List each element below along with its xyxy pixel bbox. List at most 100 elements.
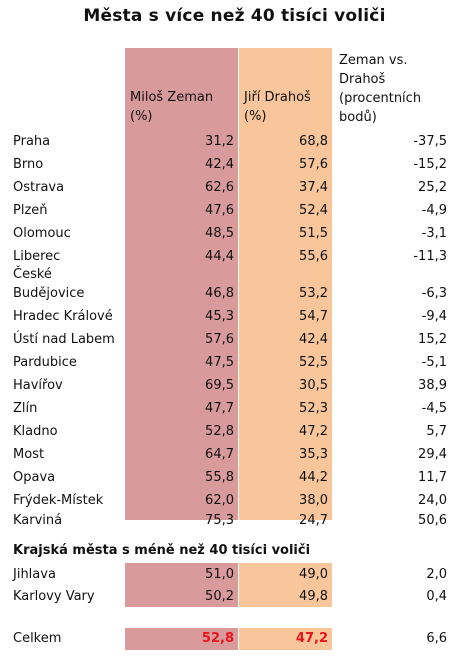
zeman-header-line: Miloš Zeman (130, 90, 214, 105)
drahos-value: 38,0 (299, 493, 328, 508)
city-name: Ústí nad Labem (13, 332, 115, 347)
city-name: Zlín (13, 401, 38, 416)
diff-value: -4,5 (421, 401, 447, 416)
city-name: Opava (13, 470, 56, 485)
city-name: Hradec Králové (13, 309, 113, 324)
table-row: Karlovy Vary 50,2 49,8 0,4 (0, 586, 469, 609)
zeman-section2-background (125, 563, 238, 607)
zeman-value: 46,8 (205, 286, 234, 301)
table-row: Zlín 47,7 52,3 -4,5 (0, 398, 469, 421)
city-name: Plzeň (13, 203, 48, 218)
diff-value: -9,4 (421, 309, 447, 324)
zeman-value: 31,2 (205, 134, 234, 149)
table-row: Budějovice 46,8 53,2 -6,3 (0, 283, 469, 306)
diff-value: -4,9 (421, 203, 447, 218)
total-row: Celkem 52,8 47,2 6,6 (0, 628, 469, 651)
zeman-value: 47,5 (205, 355, 234, 370)
drahos-total-background (239, 628, 332, 650)
drahos-header-unit: (%) (244, 109, 267, 124)
zeman-value: 69,5 (205, 378, 234, 393)
drahos-section2-background (239, 563, 332, 607)
drahos-value: 54,7 (299, 309, 328, 324)
city-name: Budějovice (13, 286, 85, 301)
diff-value: 38,9 (418, 378, 447, 393)
drahos-value: 49,8 (299, 589, 328, 604)
table-row: Praha 31,2 68,8 -37,5 (0, 131, 469, 154)
section-title: Krajská města s méně než 40 tisíci volič… (13, 543, 311, 558)
zeman-value: 48,5 (205, 226, 234, 241)
zeman-value: 52,8 (205, 424, 234, 439)
table-row: Hradec Králové 45,3 54,7 -9,4 (0, 306, 469, 329)
zeman-column-background (125, 48, 238, 520)
drahos-value: 37,4 (299, 180, 328, 195)
city-name: Brno (13, 157, 44, 172)
drahos-value: 42,4 (299, 332, 328, 347)
drahos-header-line: Jiří Drahoš (244, 90, 311, 105)
city-name: Olomouc (13, 226, 71, 241)
table-row: Ostrava 62,6 37,4 25,2 (0, 177, 469, 200)
diff-header-line-3: (procentních (339, 91, 422, 106)
city-name: Liberec (13, 249, 61, 264)
zeman-value: 44,4 (205, 249, 234, 264)
zeman-header: Miloš Zeman (%) (130, 88, 213, 126)
diff-value: -3,1 (421, 226, 447, 241)
table-row: Opava 55,8 44,2 11,7 (0, 467, 469, 490)
table-row: Karviná 75,3 24,7 50,6 (0, 510, 469, 533)
table-row: Plzeň 47,6 52,4 -4,9 (0, 200, 469, 223)
zeman-value: 62,0 (205, 493, 234, 508)
drahos-value: 24,7 (299, 513, 328, 528)
city-name: Frýdek-Místek (13, 493, 104, 508)
drahos-value: 52,5 (299, 355, 328, 370)
total-label: Celkem (13, 631, 62, 646)
drahos-value: 47,2 (299, 424, 328, 439)
diff-value: 15,2 (418, 332, 447, 347)
zeman-value: 57,6 (205, 332, 234, 347)
diff-value: 2,0 (426, 567, 447, 582)
zeman-value: 50,2 (205, 589, 234, 604)
drahos-value: 55,6 (299, 249, 328, 264)
table-row: Brno 42,4 57,6 -15,2 (0, 154, 469, 177)
page-title: Města s více než 40 tisíci voliči (83, 6, 386, 26)
diff-header-line-4: bodů) (339, 110, 377, 125)
city-name: Praha (13, 134, 51, 149)
city-name: Pardubice (13, 355, 77, 370)
table-row: Liberec 44,4 55,6 -11,3 (0, 246, 469, 269)
drahos-total-value: 47,2 (295, 631, 328, 646)
drahos-value: 44,2 (299, 470, 328, 485)
zeman-value: 75,3 (205, 513, 234, 528)
drahos-value: 53,2 (299, 286, 328, 301)
diff-value: -11,3 (413, 249, 447, 264)
drahos-header: Jiří Drahoš (%) (244, 88, 311, 126)
diff-value: 29,4 (418, 447, 447, 462)
table-row: Ústí nad Labem 57,6 42,4 15,2 (0, 329, 469, 352)
diff-value: 24,0 (418, 493, 447, 508)
drahos-value: 52,3 (299, 401, 328, 416)
table-row: Havířov 69,5 30,5 38,9 (0, 375, 469, 398)
city-name: Karlovy Vary (13, 589, 95, 604)
diff-header-line-1: Zeman vs. (339, 53, 408, 68)
diff-value: -37,5 (413, 134, 447, 149)
diff-value: -15,2 (413, 157, 447, 172)
drahos-value: 51,5 (299, 226, 328, 241)
zeman-value: 42,4 (205, 157, 234, 172)
zeman-value: 64,7 (205, 447, 234, 462)
diff-value: 5,7 (426, 424, 447, 439)
zeman-total-value: 52,8 (201, 631, 234, 646)
drahos-value: 35,3 (299, 447, 328, 462)
drahos-value: 52,4 (299, 203, 328, 218)
zeman-value: 45,3 (205, 309, 234, 324)
diff-total-value: 6,6 (426, 631, 447, 646)
diff-value: -6,3 (421, 286, 447, 301)
table-row: Jihlava 51,0 49,0 2,0 (0, 564, 469, 587)
zeman-value: 55,8 (205, 470, 234, 485)
zeman-value: 47,6 (205, 203, 234, 218)
zeman-total-background (125, 628, 238, 650)
diff-value: 50,6 (418, 513, 447, 528)
drahos-column-background (239, 48, 332, 520)
table-row-name-continuation: České (0, 264, 469, 284)
table-row: Frýdek-Místek 62,0 38,0 24,0 (0, 490, 469, 513)
drahos-value: 49,0 (299, 567, 328, 582)
city-name: Most (13, 447, 45, 462)
drahos-value: 30,5 (299, 378, 328, 393)
table-row: Kladno 52,8 47,2 5,7 (0, 421, 469, 444)
